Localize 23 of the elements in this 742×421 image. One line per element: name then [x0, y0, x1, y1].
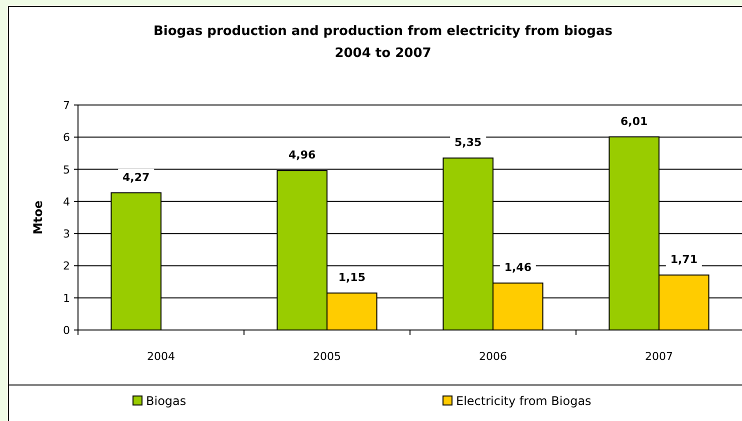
data-label: 1,15 — [338, 271, 366, 284]
data-label: 1,71 — [670, 253, 698, 266]
y-tick-label: 4 — [63, 195, 70, 208]
data-label: 4,96 — [288, 148, 316, 162]
y-tick-label: 5 — [63, 163, 70, 176]
chart-title: Biogas production and production from electricity from biogas 2004 to 2007 — [154, 24, 613, 61]
data-label: 1,46 — [504, 261, 532, 274]
data-label: 6,01 — [620, 114, 648, 128]
y-tick-label: 6 — [63, 131, 70, 144]
y-tick-label: 1 — [63, 292, 70, 305]
legend-label: Biogas — [146, 394, 186, 408]
x-tick-label: 2006 — [479, 350, 507, 363]
y-tick-label: 2 — [63, 260, 70, 273]
x-tick-label: 2005 — [313, 350, 341, 363]
y-tick-label: 0 — [63, 324, 70, 337]
y-tick-label: 3 — [63, 228, 70, 241]
x-tick-label: 2007 — [645, 350, 673, 363]
y-tick-label: 7 — [63, 99, 70, 112]
y-axis-title: Mtoe — [31, 200, 45, 235]
x-tick-label: 2004 — [147, 350, 175, 363]
data-label: 5,35 — [454, 136, 482, 150]
legend-label: Electricity from Biogas — [456, 394, 592, 408]
data-label: 4,27 — [122, 170, 150, 184]
